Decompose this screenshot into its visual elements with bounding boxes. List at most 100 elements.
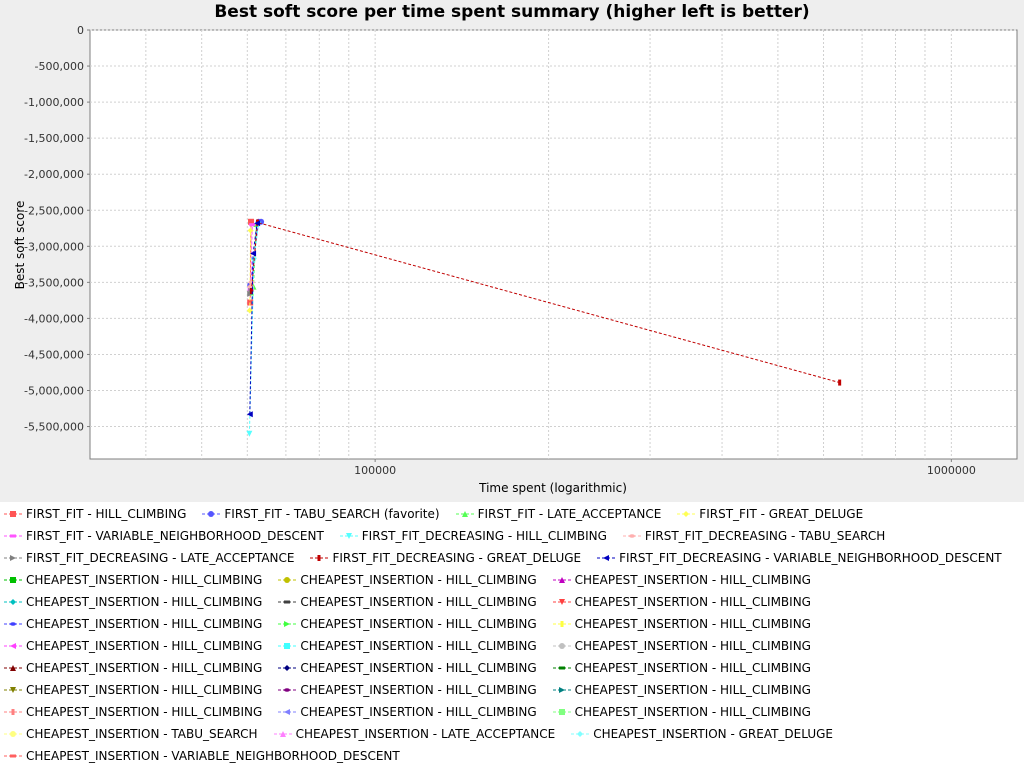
legend-label: CHEAPEST_INSERTION - HILL_CLIMBING <box>574 661 811 675</box>
legend-label: CHEAPEST_INSERTION - HILL_CLIMBING <box>574 683 811 697</box>
legend-label: CHEAPEST_INSERTION - HILL_CLIMBING <box>574 639 811 653</box>
y-tick-label: -500,000 <box>35 60 84 73</box>
legend-label: CHEAPEST_INSERTION - LATE_ACCEPTANCE <box>295 727 556 741</box>
legend-swatch <box>278 600 297 604</box>
legend-swatch <box>4 577 22 583</box>
legend-label: CHEAPEST_INSERTION - HILL_CLIMBING <box>26 573 263 587</box>
legend-label: FIRST_FIT_DECREASING - LATE_ACCEPTANCE <box>26 551 295 565</box>
y-tick-label: -3,000,000 <box>24 240 84 253</box>
legend-label: CHEAPEST_INSERTION - HILL_CLIMBING <box>300 705 537 719</box>
legend-swatch <box>552 666 571 670</box>
legend-label: FIRST_FIT_DECREASING - GREAT_DELUGE <box>332 551 582 565</box>
legend-swatch <box>310 555 329 561</box>
legend-swatch <box>677 511 696 517</box>
legend-swatch <box>4 599 22 605</box>
x-tick-label: 1000000 <box>927 464 976 477</box>
series-9 <box>246 220 261 418</box>
data-point <box>838 379 842 386</box>
legend-swatch <box>597 555 616 561</box>
chart-legend: FIRST_FIT - HILL_CLIMBING FIRST_FIT - TAB… <box>0 502 1024 768</box>
x-axis-label: Time spent (logarithmic) <box>478 481 627 495</box>
y-tick-label: -1,000,000 <box>24 96 84 109</box>
legend-label: CHEAPEST_INSERTION - GREAT_DELUGE <box>593 727 834 741</box>
legend-label: FIRST_FIT_DECREASING - HILL_CLIMBING <box>361 529 607 543</box>
legend-swatch <box>278 621 297 627</box>
y-axis-label: Best soft score <box>13 201 27 290</box>
y-tick-label: -4,500,000 <box>24 348 84 361</box>
legend-swatch <box>278 688 297 692</box>
legend-label: FIRST_FIT - TABU_SEARCH (favorite) <box>224 507 440 521</box>
data-point <box>246 307 253 314</box>
y-tick-label: -1,500,000 <box>24 132 84 145</box>
legend-swatch <box>278 643 297 649</box>
legend-label: FIRST_FIT - GREAT_DELUGE <box>699 507 864 521</box>
legend-label: CHEAPEST_INSERTION - HILL_CLIMBING <box>26 661 263 675</box>
legend-swatch <box>552 577 571 583</box>
legend-label: FIRST_FIT_DECREASING - TABU_SEARCH <box>644 529 886 543</box>
legend-label: CHEAPEST_INSERTION - HILL_CLIMBING <box>26 705 263 719</box>
legend-label: CHEAPEST_INSERTION - HILL_CLIMBING <box>26 595 263 609</box>
series-marks <box>246 218 842 437</box>
legend-label: CHEAPEST_INSERTION - HILL_CLIMBING <box>300 617 537 631</box>
data-point <box>250 250 257 257</box>
legend-swatch <box>455 511 474 517</box>
legend-label: CHEAPEST_INSERTION - HILL_CLIMBING <box>26 617 263 631</box>
legend-label: FIRST_FIT - LATE_ACCEPTANCE <box>477 507 662 521</box>
legend-swatch <box>339 533 358 539</box>
y-tick-label: -2,000,000 <box>24 168 84 181</box>
legend-swatch <box>4 534 22 538</box>
y-tick-label: -4,000,000 <box>24 312 84 325</box>
series-line <box>249 230 252 311</box>
legend-label: CHEAPEST_INSERTION - HILL_CLIMBING <box>26 683 263 697</box>
series-line <box>250 224 253 290</box>
legend-swatch <box>278 709 297 715</box>
x-tick-label: 100000 <box>354 464 396 477</box>
legend-swatch <box>622 534 641 538</box>
legend-swatch <box>4 754 22 758</box>
legend-label: CHEAPEST_INSERTION - HILL_CLIMBING <box>300 573 537 587</box>
legend-swatch <box>552 687 571 693</box>
legend-label: CHEAPEST_INSERTION - HILL_CLIMBING <box>300 661 537 675</box>
legend-label: CHEAPEST_INSERTION - HILL_CLIMBING <box>300 683 537 697</box>
data-point <box>249 223 256 227</box>
legend-swatch <box>552 709 571 715</box>
legend-label: CHEAPEST_INSERTION - TABU_SEARCH <box>26 727 258 741</box>
legend-swatch <box>571 731 590 737</box>
y-tick-label: 0 <box>77 24 84 37</box>
y-tick-label: -5,000,000 <box>24 385 84 398</box>
axes: 0 -500,000 -1,000,000 -1,500,000 -2,000,000 -… <box>24 24 976 477</box>
y-tick-label: -3,500,000 <box>24 276 84 289</box>
legend-label: FIRST_FIT - HILL_CLIMBING <box>26 507 187 521</box>
chart-plot: 0 -500,000 -1,000,000 -1,500,000 -2,000,000 -… <box>13 24 1018 495</box>
legend-label: FIRST_FIT - VARIABLE_NEIGHBORHOOD_DESCEN… <box>26 529 324 543</box>
legend-swatch <box>4 709 22 715</box>
grid-lines <box>90 29 1017 459</box>
legend-label: CHEAPEST_INSERTION - HILL_CLIMBING <box>300 595 537 609</box>
legend-swatch <box>4 665 22 671</box>
y-tick-label: -5,500,000 <box>24 421 84 434</box>
legend-label: CHEAPEST_INSERTION - HILL_CLIMBING <box>574 595 811 609</box>
legend-swatch <box>273 731 292 737</box>
data-point <box>248 280 255 285</box>
legend-swatch <box>4 687 22 693</box>
series-line <box>250 221 840 384</box>
legend-label: CHEAPEST_INSERTION - VARIABLE_NEIGHBORHO… <box>26 749 400 763</box>
data-point <box>246 430 253 437</box>
plot-area <box>89 29 1018 460</box>
data-point <box>246 411 253 418</box>
chart-title: Best soft score per time spent summary (… <box>214 2 810 22</box>
legend-swatch <box>552 643 571 649</box>
legend-swatch <box>4 731 22 737</box>
legend-label: FIRST_FIT_DECREASING - VARIABLE_NEIGHBOR… <box>619 551 1002 565</box>
legend-label: CHEAPEST_INSERTION - HILL_CLIMBING <box>26 639 263 653</box>
legend-swatch <box>4 511 22 517</box>
series-line <box>248 224 259 434</box>
y-tick-label: -2,500,000 <box>24 204 84 217</box>
legend-label: CHEAPEST_INSERTION - HILL_CLIMBING <box>574 573 811 587</box>
legend-swatch <box>4 555 22 561</box>
legend-label: CHEAPEST_INSERTION - HILL_CLIMBING <box>574 617 811 631</box>
legend-swatch <box>278 665 297 671</box>
legend-swatch <box>202 511 221 517</box>
legend-swatch <box>4 622 22 626</box>
data-point <box>254 220 261 227</box>
